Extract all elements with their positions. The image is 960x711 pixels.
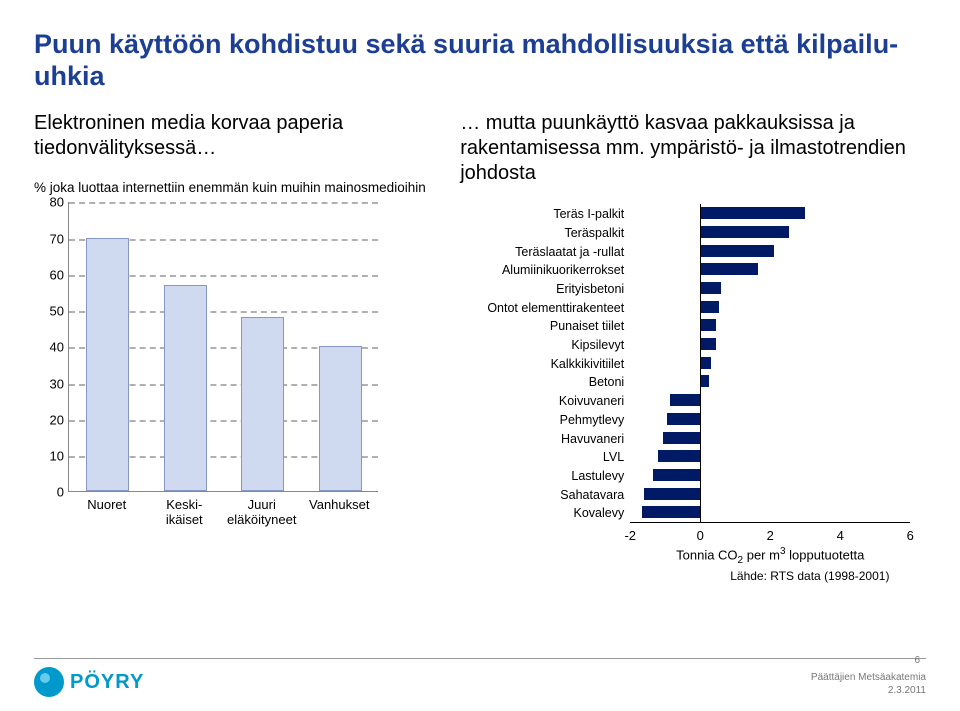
bar [86, 238, 129, 492]
row-label: Erityisbetoni [460, 283, 624, 296]
hbar [667, 413, 700, 425]
left-chart-caption: % joka luottaa internettiin enemmän kuin… [34, 179, 450, 197]
columns: Elektroninen media korvaa paperia tiedon… [34, 111, 926, 574]
hbar [700, 319, 716, 331]
row-label: Teräslaatat ja -rullat [460, 246, 624, 259]
hbar [700, 375, 709, 387]
slide: Puun käyttöön kohdistuu sekä suuria mahd… [0, 0, 960, 711]
hbar [700, 207, 805, 219]
xlabel-mid: per m [743, 547, 780, 562]
right-hbar-chart: Tonnia CO2 per m3 lopputuotetta Lähde: R… [460, 204, 920, 574]
slide-title: Puun käyttöön kohdistuu sekä suuria mahd… [34, 28, 926, 93]
hbar [700, 282, 721, 294]
row-label: Koivuvaneri [460, 395, 624, 408]
row-label: LVL [460, 451, 624, 464]
x-category-label: Juurieläköityneet [223, 498, 301, 528]
row-label: Ontot elementtirakenteet [460, 302, 624, 315]
xlabel-pre: Tonnia CO [676, 547, 737, 562]
row-label: Punaiset tiilet [460, 320, 624, 333]
row-label: Kalkkikivitiilet [460, 358, 624, 371]
bar [319, 346, 362, 491]
right-column: … mutta puunkäyttö kasvaa pakkauksissa j… [460, 111, 926, 574]
hbar [642, 506, 700, 518]
hbar [670, 394, 700, 406]
row-label: Betoni [460, 376, 624, 389]
x-tick-label: 2 [767, 528, 774, 543]
x-tick-label: 0 [697, 528, 704, 543]
y-tick-label: 80 [34, 196, 64, 209]
footer-logo: PÖYRY [34, 667, 144, 697]
row-label: Lastulevy [460, 470, 624, 483]
footer-right-line2: 2.3.2011 [811, 685, 926, 698]
y-tick-label: 20 [34, 413, 64, 426]
left-bar-chart: 01020304050607080NuoretKeski-ikäisetJuur… [34, 202, 394, 532]
right-source: Lähde: RTS data (1998-2001) [730, 569, 889, 583]
bar [241, 317, 284, 491]
row-label: Sahatavara [460, 489, 624, 502]
y-tick-label: 30 [34, 377, 64, 390]
x-category-label: Vanhukset [301, 498, 379, 513]
row-label: Teräs I-palkit [460, 208, 624, 221]
right-x-axis-label: Tonnia CO2 per m3 lopputuotetta [630, 546, 910, 566]
hbar [663, 432, 700, 444]
hbar [700, 245, 774, 257]
logo-icon [34, 667, 64, 697]
hbar [700, 301, 719, 313]
x-tick-label: 4 [837, 528, 844, 543]
y-tick-label: 50 [34, 305, 64, 318]
y-tick-label: 60 [34, 268, 64, 281]
row-label: Alumiinikuorikerrokset [460, 264, 624, 277]
row-label: Kovalevy [460, 507, 624, 520]
x-category-label: Keski-ikäiset [146, 498, 224, 528]
xlabel-post: lopputuotetta [786, 547, 865, 562]
hbar [653, 469, 700, 481]
page-number: 6 [914, 655, 920, 668]
footer-right: Päättäjien Metsäakatemia 2.3.2011 6 [811, 672, 926, 697]
right-subtitle: … mutta puunkäyttö kasvaa pakkauksissa j… [460, 111, 926, 186]
y-tick-label: 40 [34, 341, 64, 354]
logo-text: PÖYRY [70, 671, 144, 694]
row-label: Kipsilevyt [460, 339, 624, 352]
left-column: Elektroninen media korvaa paperia tiedon… [34, 111, 450, 574]
footer-divider [34, 658, 926, 659]
right-x-axis [630, 522, 910, 523]
x-tick-label: -2 [624, 528, 636, 543]
hbar [700, 357, 711, 369]
y-tick-label: 0 [34, 486, 64, 499]
hbar [644, 488, 700, 500]
bar [164, 285, 207, 492]
x-category-label: Nuoret [68, 498, 146, 513]
hbar [658, 450, 700, 462]
row-label: Teräspalkit [460, 227, 624, 240]
x-tick-label: 6 [907, 528, 914, 543]
right-plot [630, 204, 910, 522]
row-label: Havuvaneri [460, 433, 624, 446]
y-tick-label: 70 [34, 232, 64, 245]
hbar [700, 338, 716, 350]
hbar [700, 226, 789, 238]
footer-right-line1: Päättäjien Metsäakatemia [811, 672, 926, 685]
hbar [700, 263, 758, 275]
left-plot [68, 202, 378, 492]
row-label: Pehmytlevy [460, 414, 624, 427]
grid-line [69, 202, 378, 204]
y-tick-label: 10 [34, 450, 64, 463]
left-subtitle: Elektroninen media korvaa paperia tiedon… [34, 111, 450, 161]
zero-line [700, 204, 701, 522]
